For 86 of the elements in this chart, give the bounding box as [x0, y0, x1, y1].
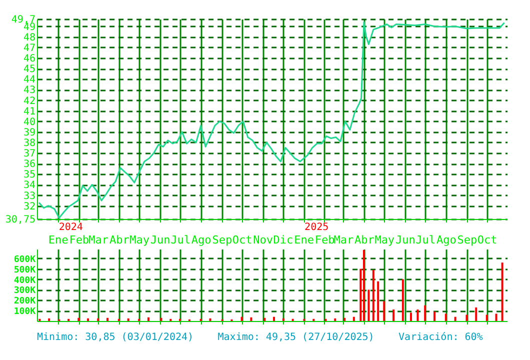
bar — [424, 305, 426, 321]
bar — [444, 314, 447, 321]
x-tick-label: Oct — [477, 234, 498, 246]
bar — [160, 318, 162, 321]
y-tick-label: 46 — [23, 54, 36, 65]
y-tick-label: 37 — [23, 148, 36, 160]
y-tick-label: 40 — [23, 116, 36, 128]
bar — [106, 318, 108, 321]
bar — [368, 290, 370, 321]
bar — [48, 318, 50, 321]
bar — [466, 314, 468, 321]
x-tick-label: Sep — [212, 234, 232, 246]
bar — [264, 318, 266, 321]
bar — [147, 317, 150, 321]
x-tick-label: Ago — [436, 234, 456, 246]
bar — [410, 312, 412, 321]
x-tick-label: Jun — [150, 234, 170, 246]
bar — [486, 314, 488, 321]
y-tick-label: 300K — [14, 286, 36, 296]
x-tick-label: Jul — [170, 234, 190, 246]
x-tick-label: Mar — [88, 234, 109, 246]
bar — [475, 307, 478, 321]
text: 2025 — [304, 222, 329, 233]
y-tick-label: 38 — [23, 138, 36, 149]
text: Variación: 60% — [398, 332, 483, 343]
x-tick-label: Ene — [48, 234, 68, 246]
x-tick-label: Mar — [334, 234, 354, 246]
x-tick-label: Abr — [354, 234, 375, 246]
x-tick-label: Feb — [314, 234, 335, 246]
y-tick-label: 500K — [14, 265, 36, 276]
bar — [344, 318, 346, 321]
y-tick-label: 42 — [23, 96, 36, 107]
y-tick-label: 30,75 — [5, 214, 36, 226]
y-tick-label: 36 — [23, 159, 36, 170]
bar — [352, 316, 355, 321]
x-tick-label: Jun — [396, 234, 416, 246]
bar — [402, 279, 404, 321]
bar — [250, 317, 252, 321]
x-tick-label: Sep — [457, 234, 478, 246]
bar — [273, 316, 276, 321]
y-tick-label: 43 — [23, 85, 36, 96]
x-tick-label: Ago — [191, 234, 212, 246]
bar — [433, 312, 436, 321]
bar — [495, 314, 498, 321]
bar — [383, 301, 386, 321]
bar — [416, 310, 419, 321]
text: Minimo: 30,85 (03/01/2024) — [37, 332, 194, 343]
y-tick-label: 45 — [23, 64, 36, 76]
bar — [240, 316, 243, 321]
text: 2024 — [58, 222, 83, 233]
y-tick-label: 400K — [14, 276, 36, 286]
bar — [209, 318, 212, 321]
bar — [78, 318, 80, 321]
y-tick-label: 200K — [14, 296, 36, 307]
bar — [392, 310, 395, 321]
y-tick-label: 48 — [23, 32, 36, 44]
y-tick-label: 32 — [23, 201, 36, 212]
x-tick-label: May — [374, 234, 395, 246]
x-tick-label: Dic — [273, 234, 294, 246]
x-tick-label: Oct — [232, 234, 252, 246]
x-tick-label: May — [130, 234, 150, 246]
x-tick-label: Feb — [69, 234, 90, 246]
y-tick-label: 35 — [23, 170, 36, 181]
y-tick-label: 47 — [23, 42, 36, 54]
y-tick-label: 600K — [14, 254, 36, 265]
y-tick-label: 33 — [23, 190, 36, 202]
line-series — [38, 21, 506, 219]
x-tick-label: Ene — [294, 234, 314, 246]
bar — [334, 318, 336, 321]
x-tick-label: Jul — [416, 234, 436, 246]
x-tick-label: Nov — [253, 234, 274, 246]
bar — [87, 318, 90, 321]
y-tick-label: 34 — [23, 180, 36, 192]
bar — [454, 316, 456, 321]
y-tick-label: 39 — [23, 127, 36, 138]
x-tick-label: Abr — [109, 234, 130, 246]
y-tick-label: 41 — [23, 106, 36, 118]
text: Maximo: 49,35 (27/10/2025) — [218, 332, 374, 343]
bar — [501, 262, 504, 321]
bar — [97, 318, 100, 321]
bar — [127, 318, 130, 321]
y-tick-label: 44 — [23, 74, 36, 86]
bar — [377, 281, 380, 321]
bar — [372, 270, 374, 321]
bar — [282, 318, 284, 321]
y-tick-label: 100K — [14, 307, 36, 318]
